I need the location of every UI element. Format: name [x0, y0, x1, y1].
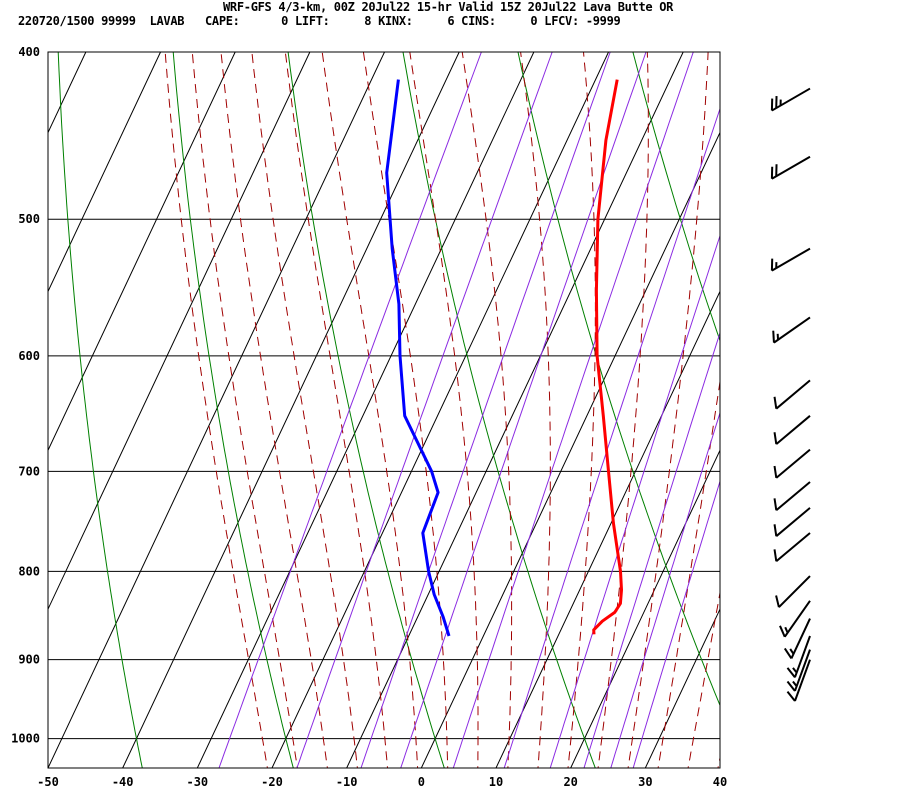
isotherm-line	[48, 52, 311, 611]
moist-adiabat	[251, 52, 358, 768]
dry-adiabat	[863, 52, 900, 768]
temperature-profile	[592, 79, 623, 635]
x-tick-label: 0	[418, 775, 425, 789]
moist-adiabat	[220, 52, 328, 768]
mixing-ratio-line	[583, 331, 720, 768]
wind-barb	[773, 507, 811, 537]
y-tick-label: 1000	[11, 732, 40, 746]
isotherm-line	[48, 52, 87, 134]
x-tick-label: -30	[186, 775, 208, 789]
isotherm-line	[0, 52, 11, 768]
x-tick-label: 30	[638, 775, 652, 789]
wind-barb	[779, 600, 811, 638]
dry-adiabat	[172, 52, 294, 768]
mixing-ratio-line	[452, 52, 694, 768]
isotherm-line	[869, 52, 900, 768]
x-tick-label: -40	[112, 775, 134, 789]
moist-adiabat	[687, 589, 720, 768]
wind-barb	[773, 415, 811, 445]
x-tick-label: 20	[563, 775, 577, 789]
moist-adiabat	[717, 755, 720, 768]
moist-adiabat	[164, 52, 268, 768]
mixing-ratio-line	[503, 107, 720, 768]
y-tick-label: 400	[18, 45, 40, 59]
mixing-ratio-line	[400, 52, 647, 768]
wind-barb	[773, 532, 811, 563]
isotherm-line	[570, 449, 720, 768]
chart-title: WRF-GFS 4/3-km, 00Z 20Jul22 15-hr Valid …	[223, 0, 674, 14]
wind-barb	[786, 659, 811, 702]
isotherm-line	[644, 607, 720, 768]
mixing-ratio-line	[296, 52, 553, 768]
dry-adiabat	[517, 52, 720, 707]
plot-frame	[47, 51, 721, 769]
wind-barb	[770, 247, 811, 272]
dry-adiabat	[748, 52, 900, 768]
x-tick-label: -50	[37, 775, 59, 789]
mixing-ratio-line	[360, 52, 611, 768]
moist-adiabat	[657, 378, 720, 768]
moist-adiabat	[520, 52, 551, 768]
wind-barb	[770, 155, 811, 180]
y-tick-label: 800	[18, 564, 40, 578]
isotherm-line	[271, 52, 609, 768]
x-tick-label: -10	[336, 775, 358, 789]
moist-adiabat	[321, 52, 419, 768]
moist-adiabat	[284, 52, 389, 768]
chart-subtitle: 220720/1500 99999 LAVAB CAPE: 0 LIFT: 8 …	[18, 14, 621, 28]
isotherm-line	[196, 52, 535, 768]
wind-barb	[773, 379, 811, 410]
mixing-ratio-line	[549, 234, 720, 768]
y-tick-label: 900	[18, 653, 40, 667]
y-tick-label: 500	[18, 212, 40, 226]
wind-barb	[786, 649, 811, 692]
mixing-ratio-line	[632, 479, 720, 768]
y-tick-label: 600	[18, 349, 40, 363]
isotherm-line	[48, 52, 385, 768]
wind-barb	[783, 618, 811, 660]
moist-adiabat	[627, 52, 709, 768]
dry-adiabat	[287, 52, 445, 768]
isotherm-line	[122, 52, 460, 768]
mixing-ratio-line	[610, 411, 720, 768]
dry-adiabat	[632, 52, 720, 343]
wind-barb	[786, 635, 811, 678]
isotherm-line	[48, 52, 236, 452]
isotherm-line	[495, 290, 720, 768]
isotherm-line	[48, 52, 161, 293]
mixing-ratio-line	[218, 52, 482, 768]
wind-barb	[775, 575, 811, 608]
moist-adiabat	[567, 52, 596, 768]
x-tick-label: 40	[713, 775, 727, 789]
moist-adiabat	[191, 52, 298, 768]
wind-barb	[770, 87, 811, 112]
isotherm-line	[346, 52, 684, 768]
isotherm-line	[420, 131, 720, 768]
y-tick-label: 700	[18, 464, 40, 478]
dry-adiabat	[57, 52, 143, 768]
wind-barb	[773, 481, 811, 512]
wind-barb	[772, 316, 811, 344]
wind-barb	[773, 448, 811, 479]
x-tick-label: 10	[489, 775, 503, 789]
x-tick-label: -20	[261, 775, 283, 789]
dewpoint-profile	[385, 79, 451, 637]
dry-adiabat	[402, 52, 596, 768]
